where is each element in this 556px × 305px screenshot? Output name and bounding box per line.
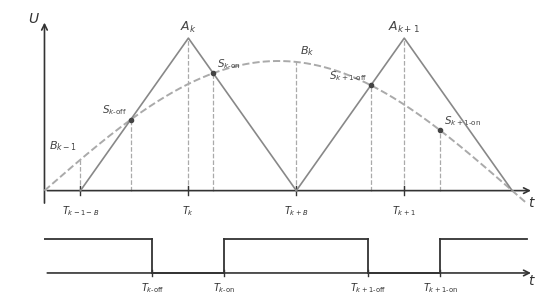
Text: $B_{k-1}$: $B_{k-1}$ (49, 139, 77, 153)
Text: $B_k$: $B_k$ (300, 44, 314, 58)
Text: $T_{k\text{-on}}$: $T_{k\text{-on}}$ (213, 281, 236, 295)
Text: $T_{k-1-B}$: $T_{k-1-B}$ (62, 204, 99, 218)
Text: U: U (28, 12, 39, 26)
Text: $T_{k+1\text{-on}}$: $T_{k+1\text{-on}}$ (423, 281, 458, 295)
Text: $A_k$: $A_k$ (180, 20, 197, 34)
Text: $S_{k+1\text{-off}}$: $S_{k+1\text{-off}}$ (329, 69, 368, 83)
Text: $T_{k\text{-off}}$: $T_{k\text{-off}}$ (141, 281, 164, 295)
Text: $T_{k+1\text{-off}}$: $T_{k+1\text{-off}}$ (350, 281, 386, 295)
Text: t: t (528, 274, 534, 288)
Text: $T_k$: $T_k$ (182, 204, 195, 218)
Text: $S_{k\text{-on}}$: $S_{k\text{-on}}$ (217, 57, 241, 71)
Text: $A_{k+1}$: $A_{k+1}$ (388, 20, 420, 34)
Text: $S_{k+1\text{-on}}$: $S_{k+1\text{-on}}$ (444, 114, 481, 128)
Text: $T_{k+1}$: $T_{k+1}$ (393, 204, 416, 218)
Text: $S_{k\text{-off}}$: $S_{k\text{-off}}$ (102, 104, 127, 117)
Text: t: t (528, 196, 534, 210)
Text: $T_{k+B}$: $T_{k+B}$ (284, 204, 309, 218)
